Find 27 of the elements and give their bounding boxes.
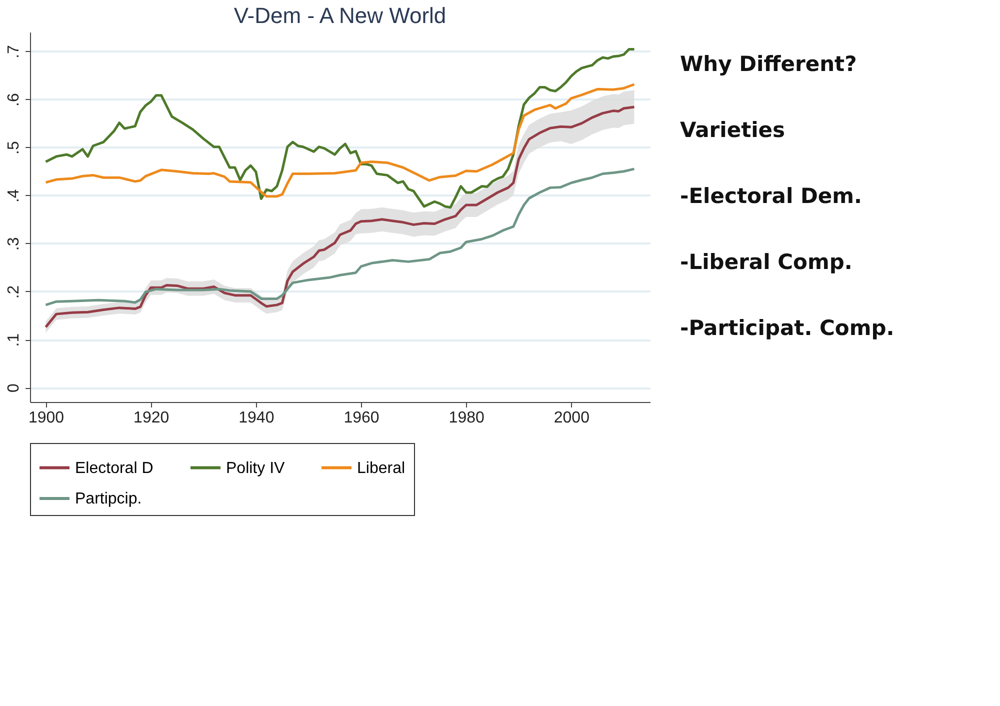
line-series — [44, 168, 636, 306]
x-tick-label: 2000 — [554, 410, 590, 426]
legend-label: Partipcip. — [75, 490, 142, 508]
x-tick-label: 1940 — [238, 410, 274, 426]
y-tick-label: .5 — [6, 141, 22, 154]
x-tick-label: 1920 — [134, 410, 170, 426]
text: Varieties — [680, 118, 786, 142]
text: -Electoral Dem. — [680, 184, 862, 208]
line-series — [44, 83, 636, 198]
y-tick-label: .6 — [6, 93, 22, 106]
y-tick-label: .7 — [6, 44, 22, 58]
x-tick-label: 1960 — [344, 410, 380, 426]
y-tick-label: .2 — [6, 285, 22, 299]
x-tick-label: 1980 — [448, 410, 484, 426]
legend-label: Liberal — [357, 460, 406, 477]
x-tick-label: 1900 — [28, 410, 64, 426]
legend-label: Electoral D — [75, 460, 154, 477]
y-tick-label: .4 — [6, 189, 22, 203]
y-tick-label: .1 — [6, 333, 22, 347]
line-series — [44, 48, 636, 209]
chart-title: V-Dem - A New World — [234, 3, 446, 28]
text: Why Different? — [680, 52, 857, 76]
text: -Participat. Comp. — [680, 316, 894, 340]
legend-label: Polity IV — [226, 460, 286, 477]
y-tick-label: .3 — [6, 237, 22, 251]
y-tick-label: 0 — [6, 384, 22, 393]
text: -Liberal Comp. — [680, 250, 852, 274]
